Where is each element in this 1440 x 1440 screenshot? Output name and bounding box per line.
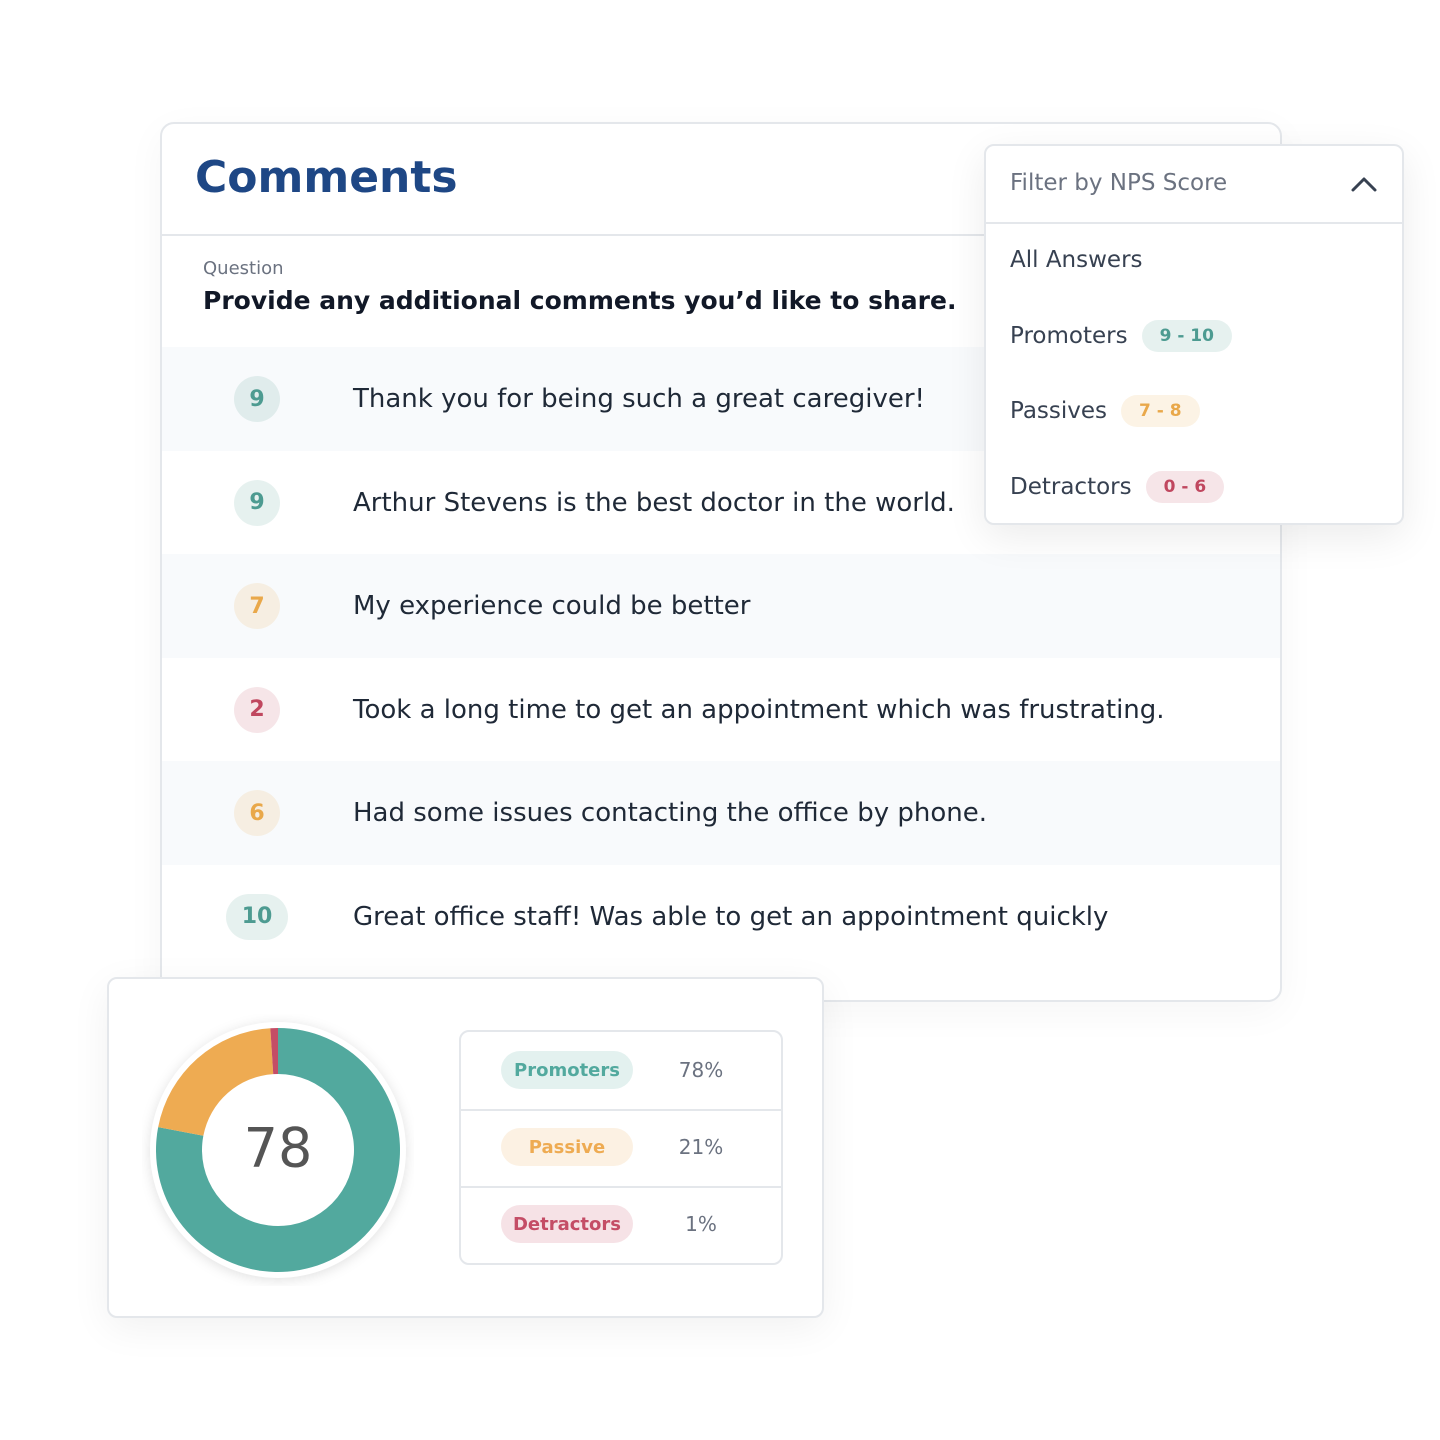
score-badge: 9 <box>234 376 280 422</box>
option-label: Detractors <box>1010 473 1132 500</box>
dropdown-header[interactable]: Filter by NPS Score <box>986 146 1402 224</box>
score-badge: 2 <box>234 686 280 733</box>
comment-text: My experience could be better <box>353 591 751 621</box>
donut-segments <box>155 1028 400 1272</box>
comment-text: Thank you for being such a great caregiv… <box>353 384 925 414</box>
score-range-pill: 7 - 8 <box>1121 395 1200 427</box>
score-badge: 10 <box>226 893 288 940</box>
option-label: Promoters <box>1010 322 1128 349</box>
score-badge: 6 <box>234 790 280 836</box>
donut-segment <box>158 1028 274 1136</box>
chevron-up-icon <box>1351 177 1377 192</box>
donut-segment <box>155 1028 400 1272</box>
nps-donut: 78 <box>150 1022 406 1278</box>
comment-row: 10 Great office staff! Was able to get an… <box>162 864 1280 969</box>
nps-legend: Promoters 78% Passive 21% Detractors 1% <box>459 1030 783 1265</box>
score-badge: 7 <box>234 583 280 629</box>
legend-row: Promoters 78% <box>461 1032 781 1111</box>
comment-text: Took a long time to get an appointment w… <box>353 694 1165 725</box>
legend-row: Passive 21% <box>461 1109 781 1188</box>
score-range-pill: 9 - 10 <box>1141 319 1232 352</box>
dropdown-placeholder: Filter by NPS Score <box>1010 170 1228 196</box>
nps-card: 78 Promoters 78% Passive 21% Detractors 1% <box>107 977 824 1318</box>
option-label: Passives <box>1010 398 1108 424</box>
filter-option[interactable]: All Answers <box>1010 240 1143 280</box>
comment-row: 7 My experience could be better <box>162 554 1280 658</box>
legend-pill: Detractors <box>501 1205 633 1243</box>
comment-text: Had some issues contacting the office by… <box>353 798 987 828</box>
score-badge: 9 <box>234 479 280 526</box>
score-range-pill: 0 - 6 <box>1145 470 1225 503</box>
comment-text: Arthur Stevens is the best doctor in the… <box>353 487 955 518</box>
filter-option[interactable]: Promoters 9 - 10 <box>1010 316 1232 356</box>
donut-segment <box>270 1028 278 1075</box>
legend-pill: Promoters <box>501 1051 633 1089</box>
legend-pill: Passive <box>501 1128 633 1166</box>
comment-text: Great office staff! Was able to get an a… <box>353 901 1109 932</box>
comment-list: 9 Thank you for being such a great caregi… <box>162 347 1280 987</box>
question-text: Provide any additional comments you’d li… <box>203 286 957 315</box>
legend-percent: 21% <box>678 1135 724 1159</box>
filter-option[interactable]: Passives 7 - 8 <box>1010 391 1200 431</box>
legend-percent: 1% <box>685 1212 717 1236</box>
divider <box>162 234 1280 236</box>
filter-option[interactable]: Detractors 0 - 6 <box>1010 467 1225 507</box>
nps-filter-dropdown: Filter by NPS Score All Answers Promoters… <box>984 144 1404 525</box>
comment-row: 6 Had some issues contacting the office b… <box>162 761 1280 865</box>
comment-row: 2 Took a long time to get an appointment … <box>162 657 1280 762</box>
comments-title: Comments <box>195 152 458 203</box>
legend-percent: 78% <box>678 1058 724 1082</box>
nps-score: 78 <box>244 1117 313 1180</box>
legend-row: Detractors 1% <box>461 1186 781 1263</box>
question-label: Question <box>203 258 284 279</box>
option-label: All Answers <box>1010 247 1143 273</box>
